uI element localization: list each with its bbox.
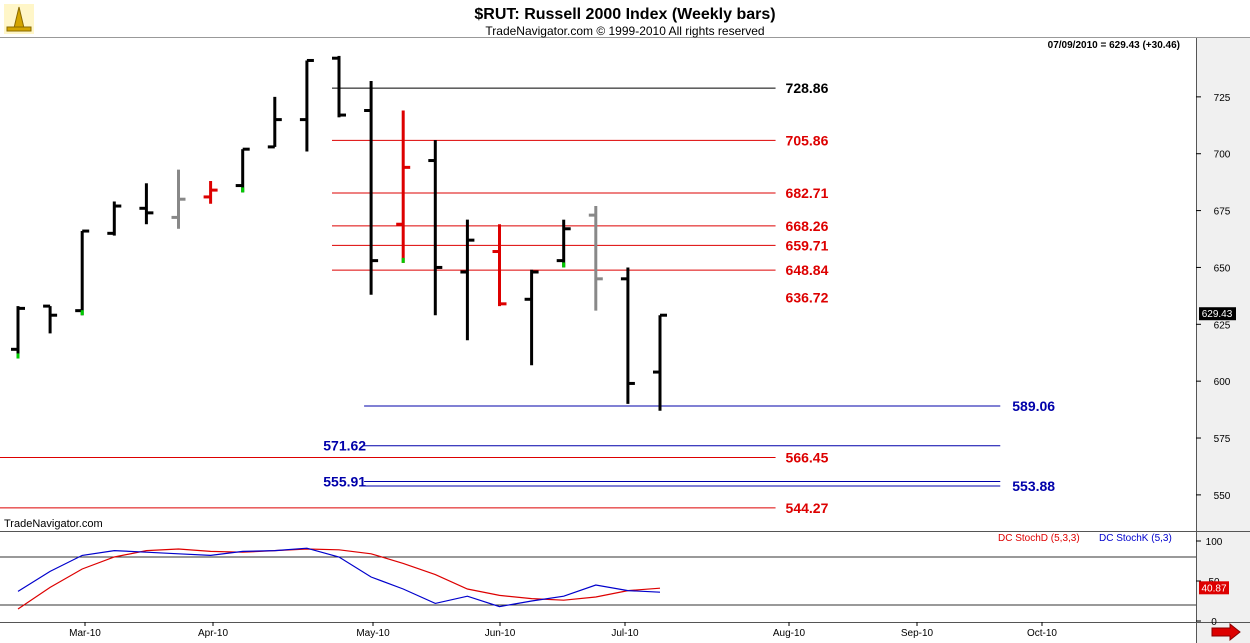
price-readout: 07/09/2010 = 629.43 (+30.46) bbox=[1048, 40, 1180, 51]
level-label: 728.86 bbox=[786, 80, 829, 96]
ohlc-bar bbox=[299, 58, 314, 152]
price-tick-label: 550 bbox=[1214, 491, 1231, 502]
ohlc-bar bbox=[332, 55, 346, 118]
ohlc-bar bbox=[428, 140, 443, 316]
ohlc-bar bbox=[107, 201, 122, 236]
ohlc-bar bbox=[43, 304, 58, 334]
date-tick-label: Oct-10 bbox=[1027, 628, 1057, 639]
stoch-tick-label: 100 bbox=[1206, 537, 1223, 548]
stoch-last-box bbox=[1199, 581, 1229, 595]
ohlc-bar bbox=[492, 224, 507, 307]
ohlc-bar bbox=[171, 169, 186, 229]
price-tick-label: 675 bbox=[1214, 207, 1231, 218]
stoch-legend-label: DC StochK (5,3) bbox=[1099, 533, 1172, 544]
price-tick-label: 575 bbox=[1214, 434, 1231, 445]
ohlc-bar bbox=[460, 219, 475, 341]
ohlc-bar bbox=[139, 183, 154, 225]
price-tick-label: 650 bbox=[1214, 263, 1231, 274]
level-label: 555.91 bbox=[323, 473, 366, 489]
level-label: 659.71 bbox=[786, 237, 829, 253]
level-label: 705.86 bbox=[786, 132, 829, 148]
date-axis: Mar-10 Apr-10 May-10 Jun-10 Jul-10 Aug-10 Sep-… bbox=[69, 622, 1057, 639]
ohlc-bar bbox=[75, 229, 90, 316]
price-bars bbox=[11, 55, 667, 411]
level-label: 636.72 bbox=[786, 290, 829, 306]
stoch-tick-label: 0 bbox=[1211, 617, 1217, 628]
watermark-text: TradeNavigator.com bbox=[4, 518, 103, 530]
support-resistance-levels: 728.86 705.86 682.71 668.26 659.71 648.84 636.… bbox=[0, 80, 1055, 516]
ohlc-bar bbox=[235, 147, 250, 193]
date-tick-label: Aug-10 bbox=[773, 628, 806, 639]
level-label: 648.84 bbox=[786, 262, 829, 278]
date-tick-label: Apr-10 bbox=[198, 628, 228, 639]
level-label: 553.88 bbox=[1012, 478, 1055, 494]
stochastic-panel: DC StochD (5,3,3)DC StochK (5,3)10050040… bbox=[0, 533, 1229, 628]
ohlc-bar bbox=[653, 313, 667, 411]
level-label: 544.27 bbox=[786, 500, 829, 516]
level-label: 589.06 bbox=[1012, 398, 1055, 414]
stoch-series-line bbox=[17, 548, 661, 610]
level-label: 668.26 bbox=[786, 218, 829, 234]
scroll-right-icon[interactable] bbox=[1211, 622, 1241, 642]
last-price-label: 629.43 bbox=[1202, 309, 1233, 320]
ohlc-bar bbox=[364, 80, 379, 295]
stoch-last-label: 40.87 bbox=[1201, 583, 1226, 594]
date-tick-label: Sep-10 bbox=[901, 628, 934, 639]
date-tick-label: May-10 bbox=[356, 628, 390, 639]
date-tick-label: Mar-10 bbox=[69, 628, 101, 639]
chart-subtitle: TradeNavigator.com © 1999-2010 All right… bbox=[485, 24, 764, 38]
ohlc-bar bbox=[267, 96, 282, 149]
ohlc-bar bbox=[11, 306, 25, 359]
ohlc-bar bbox=[524, 269, 539, 366]
stoch-series-line bbox=[17, 547, 661, 608]
date-tick-label: Jul-10 bbox=[611, 628, 639, 639]
ohlc-bar bbox=[588, 206, 603, 311]
ohlc-bar bbox=[203, 181, 218, 204]
price-tick-label: 725 bbox=[1214, 93, 1231, 104]
last-price-box bbox=[1199, 307, 1236, 321]
stoch-legend-label: DC StochD (5,3,3) bbox=[998, 533, 1080, 544]
level-label: 566.45 bbox=[786, 449, 829, 465]
logo-icon bbox=[4, 4, 34, 34]
ohlc-bar bbox=[556, 219, 571, 268]
price-tick-label: 700 bbox=[1214, 150, 1231, 161]
date-tick-label: Jun-10 bbox=[485, 628, 516, 639]
ohlc-bar bbox=[620, 267, 635, 404]
chart-title: $RUT: Russell 2000 Index (Weekly bars) bbox=[474, 6, 775, 23]
price-tick-label: 625 bbox=[1214, 320, 1231, 331]
level-label: 571.62 bbox=[323, 438, 366, 454]
price-tick-label: 600 bbox=[1214, 377, 1231, 388]
level-label: 682.71 bbox=[786, 185, 829, 201]
price-axis: 550 575 600 625 650 675 700 725 629.43 bbox=[1196, 93, 1236, 502]
ohlc-bar bbox=[396, 110, 411, 263]
